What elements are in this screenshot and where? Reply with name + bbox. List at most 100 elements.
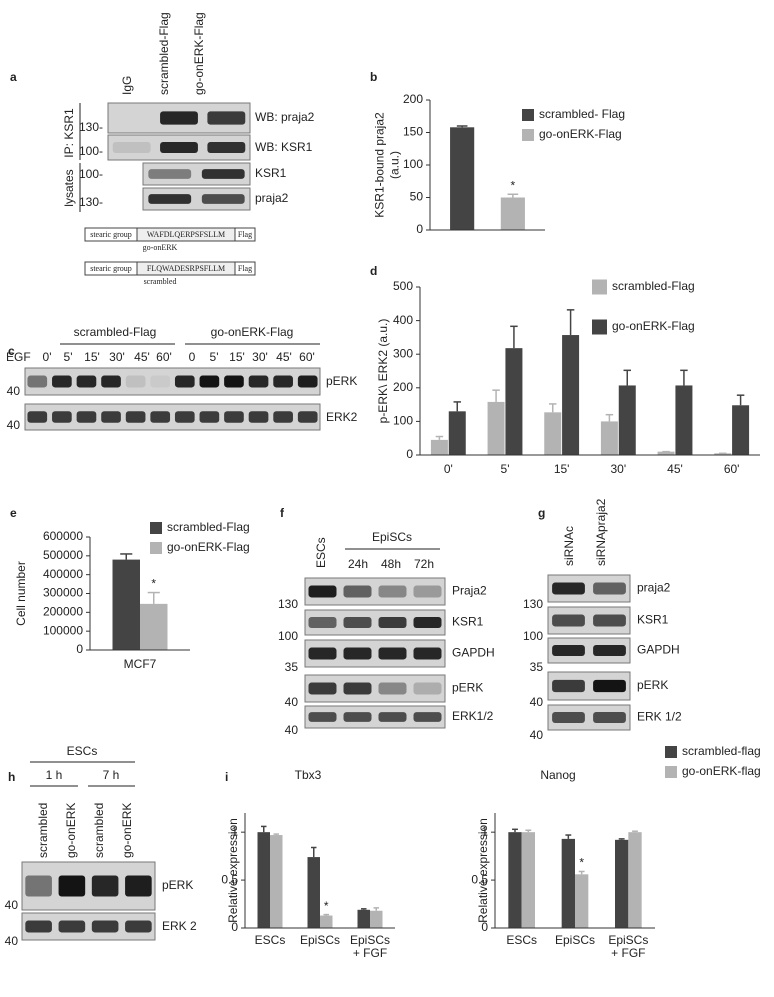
error-bar <box>453 401 461 412</box>
chart-title: Tbx3 <box>295 768 322 782</box>
x-tick-label: 60' <box>723 463 740 476</box>
label: scrambled <box>144 277 177 286</box>
blot-band <box>160 111 198 125</box>
mw-marker: 100 <box>523 629 543 643</box>
group-label: 1 h <box>46 768 63 782</box>
blot-band <box>248 411 269 423</box>
y-axis-label: Cell number <box>14 561 28 626</box>
error-bar <box>578 870 585 875</box>
blot-band <box>593 582 626 595</box>
x-tick-text: EpiSCs + FGF <box>608 934 649 960</box>
mw-marker: 40 <box>5 934 19 948</box>
lane-label: 30' <box>109 350 125 364</box>
error-bar <box>680 369 688 386</box>
label: WAFDLQERPSFSLLM <box>147 230 225 239</box>
mw-marker: 40 <box>530 695 544 709</box>
error-bar <box>261 825 267 833</box>
y-tick-label: 0 <box>76 642 83 656</box>
error-bar <box>373 907 379 911</box>
blot-band <box>174 411 195 423</box>
blot-band <box>160 142 198 153</box>
significance-marker: * <box>324 899 329 913</box>
error-bar <box>566 309 575 336</box>
blot-band <box>297 411 318 423</box>
panel-label: g <box>538 506 545 520</box>
blot-band <box>201 194 245 204</box>
x-tick-text: EpiSCs <box>554 934 595 947</box>
blot-band <box>224 411 244 423</box>
y-tick-label: 400 <box>393 313 413 327</box>
x-tick-text: 45' <box>667 463 683 476</box>
band-label: KSR1 <box>255 166 287 180</box>
band-label: ERK 1/2 <box>637 710 682 724</box>
mw-marker: 130- <box>79 120 103 134</box>
error-bar <box>605 413 614 422</box>
bar <box>544 412 562 455</box>
group-label: IP: KSR1 <box>62 108 76 158</box>
blot-band <box>593 645 626 656</box>
bar <box>508 832 522 928</box>
legend-swatch <box>592 279 607 295</box>
y-tick-label: 0.5 <box>471 872 488 886</box>
blot-band <box>125 411 146 423</box>
band-label: GAPDH <box>637 643 680 657</box>
band-label: praja2 <box>255 191 289 205</box>
blot-band <box>343 585 372 598</box>
blot-band <box>273 411 293 423</box>
lane-label: 60' <box>299 350 315 364</box>
x-tick-text: 60' <box>723 463 740 476</box>
blot-band <box>552 582 585 595</box>
blot-band <box>378 712 407 722</box>
y-tick-label: 600000 <box>43 529 83 543</box>
legend-swatch <box>665 766 677 778</box>
legend-label: scrambled-Flag <box>612 279 695 293</box>
blot-band <box>248 375 269 388</box>
legend-swatch <box>665 746 677 758</box>
band-label: praja2 <box>637 581 671 595</box>
y-tick-label: 100000 <box>43 623 83 637</box>
blot-band <box>552 679 585 693</box>
mw-marker: 40 <box>285 695 299 709</box>
blot-band <box>378 617 407 628</box>
y-tick-label: 100 <box>403 157 423 171</box>
bar <box>618 385 636 455</box>
group-label: go-onERK-Flag <box>211 325 294 339</box>
blot-band <box>125 875 152 897</box>
lane-label: 48h <box>381 557 401 571</box>
y-tick-label: 0 <box>231 920 238 934</box>
blot-band <box>413 617 442 628</box>
bar <box>562 335 580 455</box>
blot-band <box>125 920 152 933</box>
bar <box>257 832 270 928</box>
lane-label: 72h <box>414 557 434 571</box>
band-label: pERK <box>637 678 668 692</box>
legend-label: go-onERK-Flag <box>539 127 622 141</box>
blot-band <box>343 647 372 660</box>
panel-label: c <box>8 344 15 358</box>
y-axis-label: Relative expression <box>226 818 240 923</box>
bar <box>732 405 750 455</box>
blot-band <box>207 111 246 125</box>
lane-label: 0' <box>43 350 52 364</box>
mw-marker: 130- <box>79 195 103 209</box>
y-tick-label: 50 <box>410 190 424 204</box>
blot-band <box>58 920 86 933</box>
blot-band <box>308 682 337 695</box>
bar <box>505 348 523 455</box>
lane-label: scrambled-Flag <box>157 12 171 95</box>
error-bar <box>361 908 367 910</box>
chart-title: Nanog <box>540 768 575 782</box>
bar <box>714 453 732 455</box>
error-bar <box>623 369 631 386</box>
bar <box>270 835 283 928</box>
panel-label: a <box>10 70 17 84</box>
blot-band <box>174 375 195 388</box>
bar <box>357 909 370 928</box>
y-tick-label: 0 <box>481 920 488 934</box>
blot-band <box>52 375 72 388</box>
error-bar <box>512 828 518 833</box>
blot-band <box>101 375 121 388</box>
error-bar <box>510 325 518 349</box>
x-tick-label: 15' <box>554 463 570 476</box>
lane-label: 0 <box>189 350 196 364</box>
